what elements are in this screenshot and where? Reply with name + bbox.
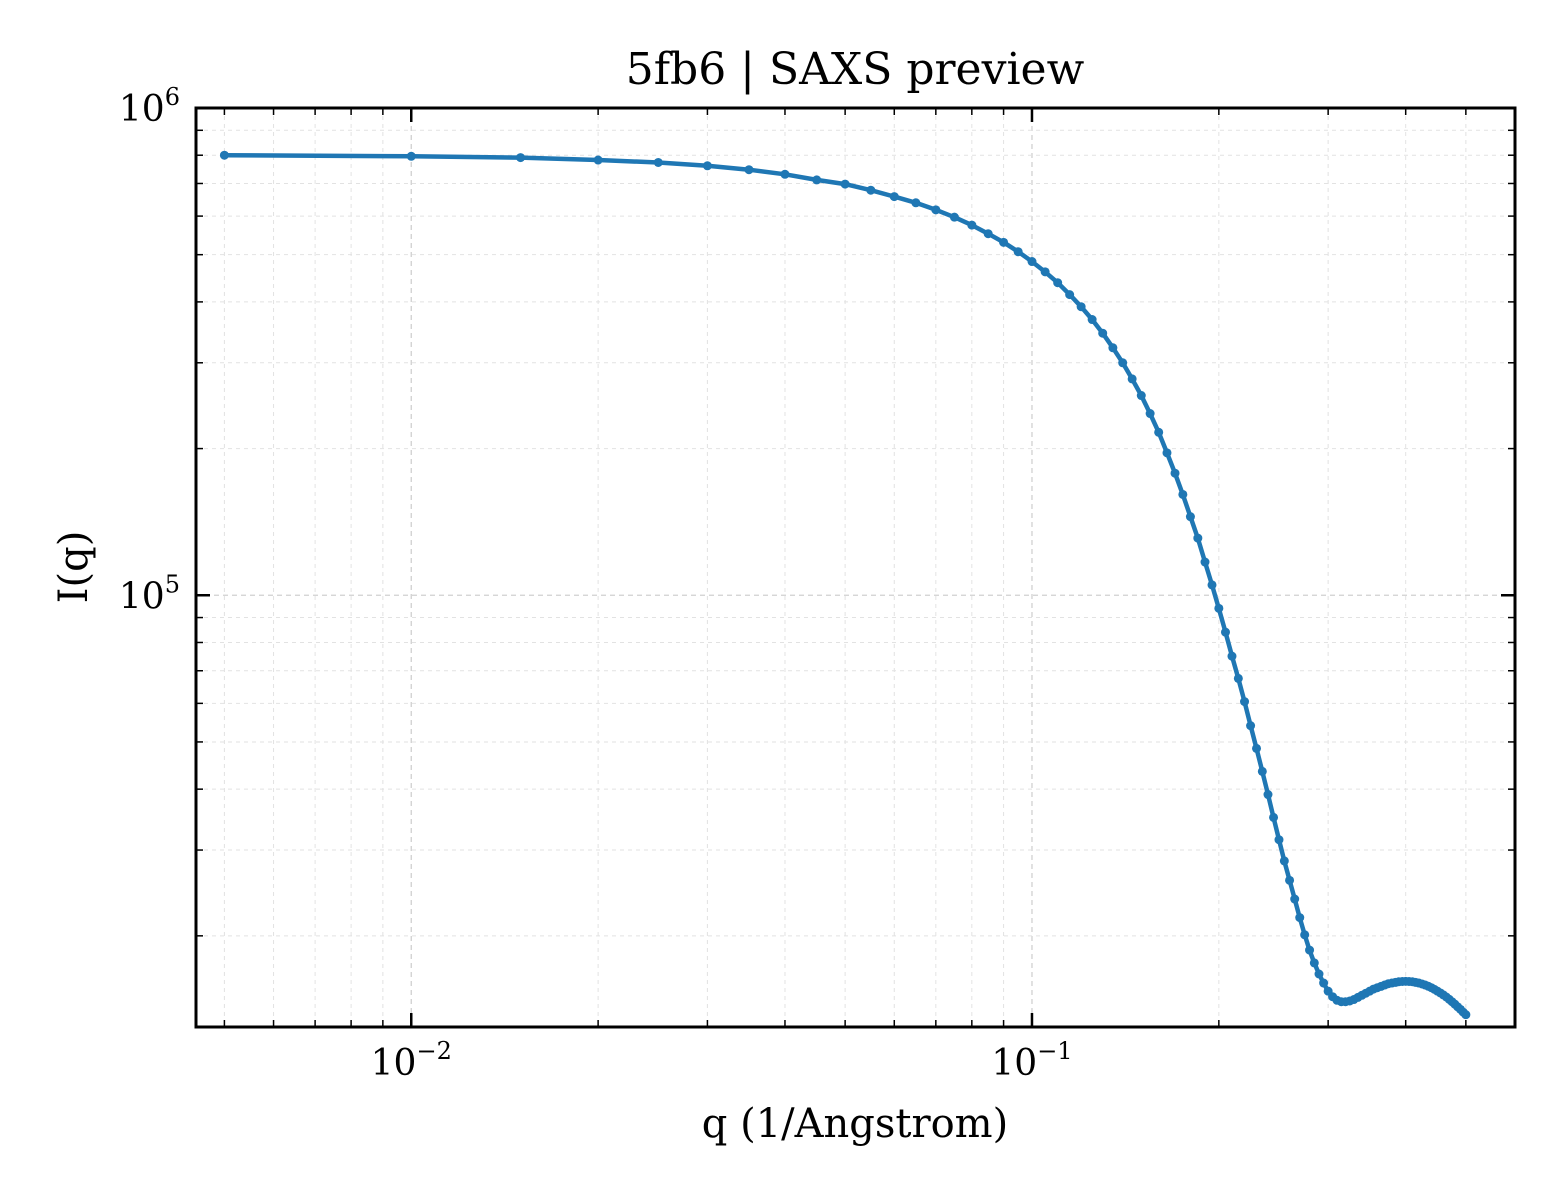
data-point	[1118, 358, 1128, 368]
data-point	[1257, 766, 1267, 776]
grid	[196, 107, 1515, 1027]
data-point	[999, 237, 1009, 247]
data-point	[866, 185, 876, 195]
x-tick-label: 10−1	[991, 1037, 1072, 1084]
plot-frame	[194, 106, 1517, 1029]
data-point	[593, 155, 603, 165]
data-point	[702, 161, 712, 171]
data-point	[1220, 627, 1230, 637]
series-layer	[219, 150, 1471, 1020]
data-point	[1087, 315, 1097, 325]
y-tick-label: 105	[119, 570, 180, 617]
data-point	[840, 179, 850, 189]
data-point	[1040, 267, 1050, 277]
data-point	[812, 175, 822, 185]
data-point	[889, 192, 899, 202]
data-point	[1279, 856, 1289, 866]
chart-title: 5fb6 | SAXS preview	[626, 44, 1085, 95]
data-point	[1200, 557, 1210, 567]
data-point	[1178, 489, 1188, 499]
data-point	[1076, 302, 1086, 312]
data-point	[1053, 278, 1063, 288]
data-point	[983, 229, 993, 239]
data-point	[1274, 835, 1284, 845]
y-tick-label: 106	[119, 83, 180, 130]
data-point	[219, 150, 229, 160]
data-point	[1162, 448, 1172, 458]
data-point	[1461, 1010, 1471, 1020]
data-point	[1013, 247, 1023, 257]
data-point	[1285, 875, 1295, 885]
data-point	[744, 165, 754, 175]
data-point	[406, 151, 416, 161]
data-point	[1295, 913, 1305, 923]
data-point	[1300, 930, 1310, 940]
data-point	[1227, 651, 1237, 661]
data-point	[1027, 257, 1037, 267]
data-point	[1314, 969, 1324, 979]
data-point	[1269, 812, 1279, 822]
data-point	[1136, 391, 1146, 401]
ticks	[196, 106, 1515, 1027]
data-point	[1193, 533, 1203, 543]
data-point	[1170, 468, 1180, 478]
data-point	[1246, 721, 1256, 731]
data-point	[516, 153, 526, 163]
data-point	[1233, 673, 1243, 683]
data-point	[949, 212, 959, 222]
data-point	[1319, 978, 1329, 988]
data-point	[1065, 290, 1075, 300]
data-point	[1108, 343, 1118, 353]
x-tick-label: 10−2	[371, 1037, 452, 1084]
data-point	[780, 169, 790, 179]
data-point	[1127, 374, 1137, 384]
data-point	[1207, 580, 1217, 590]
data-point	[1185, 512, 1195, 522]
data-point	[1154, 427, 1164, 437]
data-point	[931, 205, 941, 215]
data-point	[1214, 603, 1224, 613]
data-point	[967, 220, 977, 230]
data-point	[1240, 697, 1250, 707]
data-point	[1290, 894, 1300, 904]
data-point	[1145, 409, 1155, 419]
data-point	[1263, 790, 1273, 800]
data-point	[1309, 958, 1319, 968]
data-point	[1098, 328, 1108, 338]
data-point	[911, 198, 921, 208]
data-point	[1252, 743, 1262, 753]
tick-labels: 10−2 10−1 105 106	[119, 83, 1073, 1084]
y-axis-label: I(q)	[51, 531, 97, 604]
data-point	[1305, 945, 1315, 955]
data-point	[653, 157, 663, 167]
x-axis-label: q (1/Angstrom)	[702, 1101, 1008, 1147]
